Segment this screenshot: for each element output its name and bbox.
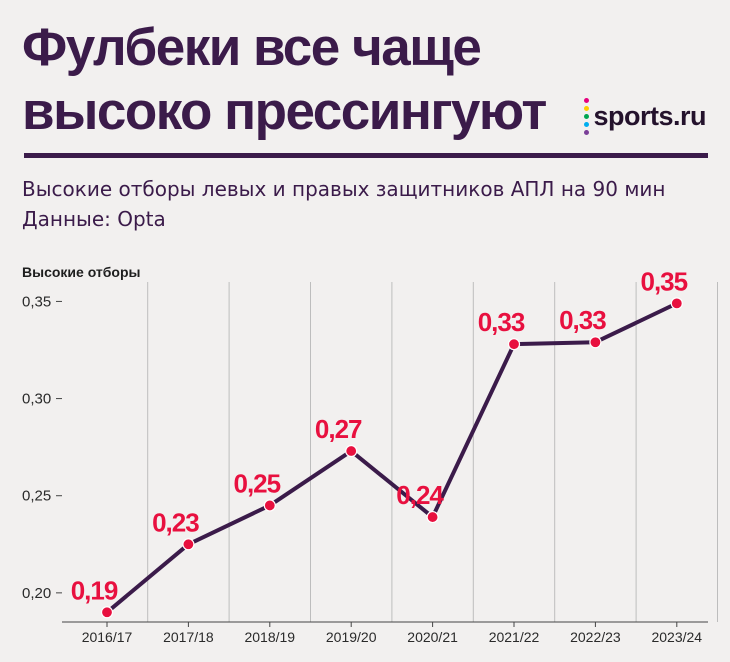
logo-dot — [584, 106, 590, 111]
data-point — [100, 606, 114, 619]
data-label: 0,33 — [478, 307, 525, 337]
logo-dot — [584, 122, 590, 127]
subtitle-description: Высокие отборы левых и правых защитников… — [22, 177, 666, 201]
data-point — [426, 510, 439, 524]
headline-line-2: высоко прессингуют — [22, 82, 547, 141]
y-tick-label: 0,35 — [22, 293, 51, 310]
data-point — [670, 297, 683, 310]
data-point — [589, 336, 602, 349]
data-point — [507, 338, 521, 351]
data-label: 0,25 — [233, 468, 280, 498]
x-tick-label: 2020/21 — [407, 629, 458, 645]
headline-line-1: Фулбеки все чаще — [22, 18, 482, 77]
series-line — [105, 301, 679, 615]
data-label: 0,27 — [315, 414, 362, 444]
x-tick-label: 2017/18 — [163, 629, 214, 645]
y-tick-label: 0,30 — [22, 391, 51, 408]
subtitle-source: Данные: Opta — [22, 207, 166, 231]
logo-dots-icon — [584, 98, 590, 135]
logo-text: sports.ru — [593, 101, 706, 131]
logo-dot — [584, 130, 590, 135]
y-tick-label: 0,20 — [22, 585, 51, 602]
title-divider — [24, 153, 708, 158]
subtitle: Высокие отборы левых и правых защитников… — [22, 174, 666, 234]
data-point — [345, 444, 358, 458]
y-axis-title: Высокие отборы — [22, 264, 140, 280]
x-tick-label: 2018/19 — [244, 629, 295, 645]
data-label: 0,19 — [71, 575, 118, 605]
y-tick-label: 0,25 — [22, 488, 51, 505]
x-tick-label: 2023/24 — [651, 629, 702, 645]
data-label: 0,24 — [396, 480, 444, 510]
x-tick-label: 2019/20 — [326, 629, 377, 645]
x-tick-label: 2022/23 — [570, 629, 621, 645]
x-tick-label: 2016/17 — [82, 629, 133, 645]
data-point — [263, 499, 276, 512]
headline: Фулбеки все чаще высоко прессингуют — [22, 16, 547, 144]
logo-dot — [584, 114, 590, 119]
data-label: 0,33 — [559, 305, 606, 335]
data-point — [182, 538, 195, 551]
data-label: 0,23 — [152, 507, 199, 537]
sports-ru-logo: sports.ru — [584, 98, 706, 135]
x-tick-label: 2021/22 — [489, 629, 540, 645]
data-label: 0,35 — [640, 266, 687, 296]
logo-dot — [584, 98, 590, 103]
